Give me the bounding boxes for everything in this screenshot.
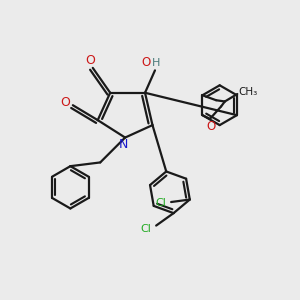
Text: N: N — [119, 138, 129, 151]
Text: O: O — [85, 54, 95, 67]
Text: O: O — [206, 120, 216, 133]
Text: Cl: Cl — [141, 224, 152, 234]
Text: O: O — [61, 96, 70, 109]
Text: Cl: Cl — [156, 198, 167, 208]
Text: O: O — [142, 56, 151, 69]
Text: CH₃: CH₃ — [239, 86, 258, 97]
Text: H: H — [152, 58, 160, 68]
